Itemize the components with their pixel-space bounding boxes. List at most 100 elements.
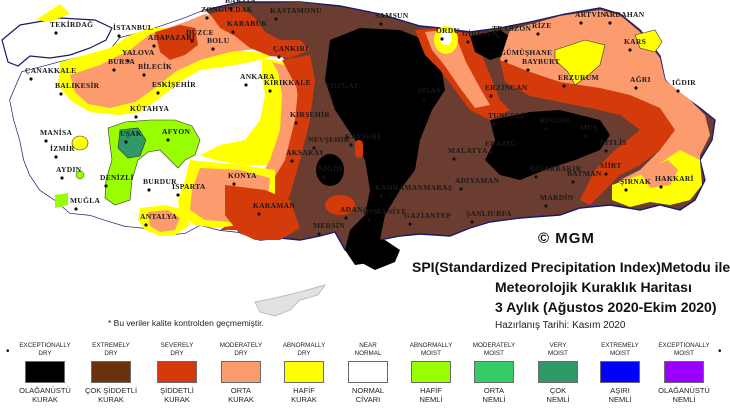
city-label: AFYON bbox=[162, 127, 190, 136]
city-dot bbox=[156, 91, 160, 95]
legend-en-line1: EXTREMELY bbox=[601, 342, 639, 349]
city-dot bbox=[489, 150, 493, 154]
city-dot bbox=[676, 89, 680, 93]
city-dot bbox=[54, 155, 58, 159]
city-label: ARDAHAN bbox=[604, 10, 645, 19]
city-label: BARTIN bbox=[225, 0, 256, 5]
city-marker: ADAPAZARI bbox=[148, 33, 195, 48]
legend-tr-line1: ÇOK ŞİDDETLİ bbox=[84, 386, 138, 395]
city-dot bbox=[379, 194, 383, 198]
city-marker: BURDUR bbox=[143, 177, 177, 192]
city-dot bbox=[176, 193, 180, 197]
city-dot bbox=[470, 220, 474, 224]
city-label: BURSA bbox=[108, 57, 135, 66]
city-dot bbox=[329, 92, 333, 96]
legend-tr-line2: NEMLİ bbox=[672, 395, 696, 404]
city-dot bbox=[274, 17, 278, 21]
legend-en-line2: MOIST bbox=[421, 350, 441, 357]
city-dot bbox=[211, 47, 215, 51]
city-label: SİVAS bbox=[418, 85, 441, 95]
city-marker: ŞIRNAK bbox=[620, 177, 651, 192]
legend-tr-line1: NORMAL bbox=[351, 386, 385, 395]
city-dot bbox=[489, 94, 493, 98]
city-label: ZONGULDAK bbox=[201, 5, 253, 14]
map-regions bbox=[1, 1, 716, 270]
city-dot bbox=[144, 223, 148, 227]
city-dot bbox=[584, 134, 588, 138]
city-marker: TRABZON bbox=[492, 24, 531, 39]
city-marker: ŞANLIURFA bbox=[466, 209, 512, 224]
cyprus-outline bbox=[254, 284, 327, 317]
legend-en-line1: MODERATELY bbox=[219, 342, 263, 349]
city-marker: MERSİN bbox=[313, 220, 345, 236]
city-label: ADANA bbox=[340, 205, 369, 214]
city-dot bbox=[231, 30, 235, 34]
legend-tr-line2: KURAK bbox=[164, 395, 190, 404]
city-dot bbox=[562, 84, 566, 88]
city-marker: OSMANİYE bbox=[363, 206, 406, 222]
city-label: ŞIRNAK bbox=[620, 177, 651, 186]
city-dot bbox=[277, 55, 281, 59]
city-marker: AYDIN bbox=[56, 165, 82, 180]
city-label: ELAZIĞ bbox=[485, 138, 516, 148]
city-label: ÇANKIRI bbox=[273, 44, 308, 53]
city-label: HAKKARİ bbox=[655, 173, 694, 183]
city-label: YOZGAT bbox=[325, 81, 359, 90]
city-dot bbox=[134, 115, 138, 119]
city-label: AKSARAY bbox=[286, 148, 325, 157]
legend-swatch bbox=[348, 361, 388, 383]
city-marker: KÜTAHYA bbox=[130, 104, 169, 119]
city-marker: İSTANBUL bbox=[113, 22, 153, 38]
city-label: AYDIN bbox=[56, 165, 82, 174]
city-label: TRABZON bbox=[492, 24, 531, 33]
city-label: KIRŞEHİR bbox=[290, 109, 330, 119]
legend-tr-line2: NEMLİ bbox=[546, 395, 570, 404]
preparation-date: Hazırlanış Tarihi: Kasım 2020 bbox=[495, 320, 626, 331]
city-dot bbox=[608, 21, 612, 25]
city-marker: UŞAK bbox=[120, 129, 142, 144]
city-label: SAMSUN bbox=[375, 11, 409, 20]
city-label: NİĞDE bbox=[318, 163, 344, 173]
city-marker: RİZE bbox=[532, 20, 551, 36]
city-dot bbox=[117, 34, 121, 38]
city-label: ISPARTA bbox=[172, 182, 206, 191]
city-label: DÜZCE bbox=[186, 28, 214, 37]
quality-control-footnote: * Bu veriler kalite kontrolden geçmemişt… bbox=[108, 318, 264, 328]
legend-tr-line2: NEMLİ bbox=[482, 395, 506, 404]
city-label: ERZİNCAN bbox=[485, 82, 528, 92]
legend-swatch bbox=[91, 361, 131, 383]
city-label: MUŞ bbox=[580, 123, 598, 132]
city-marker: MANİSA bbox=[40, 127, 72, 143]
legend-tr-line2: CİVARI bbox=[355, 395, 381, 404]
city-marker: TUNCELİ bbox=[488, 110, 524, 126]
city-label: UŞAK bbox=[120, 129, 142, 138]
city-dot bbox=[312, 146, 316, 150]
city-dot bbox=[579, 21, 583, 25]
map-title-line3: 3 Aylık (Ağustos 2020-Ekim 2020) bbox=[495, 299, 717, 315]
city-dot bbox=[634, 86, 638, 90]
legend-en-line1: ABNORMALLY bbox=[282, 342, 326, 349]
city-marker: BİTLİS bbox=[600, 137, 627, 153]
city-dot bbox=[74, 207, 78, 211]
city-marker: YOZGAT bbox=[325, 81, 359, 96]
legend-swatch bbox=[600, 361, 640, 383]
city-label: GİRESUN bbox=[462, 28, 499, 38]
legend-en-line2: DRY bbox=[234, 350, 248, 357]
legend-bullet-left: • bbox=[6, 346, 10, 357]
city-dot bbox=[367, 218, 371, 222]
city-marker: İZMİR bbox=[50, 143, 75, 159]
city-marker: ÇANKIRI bbox=[273, 44, 308, 59]
city-marker: IĞDIR bbox=[672, 77, 696, 93]
city-dot bbox=[526, 68, 530, 72]
city-label: ŞANLIURFA bbox=[466, 209, 512, 218]
legend-item-exceptionally-moist: EXCEPTIONALLY MOIST OLAĞANÜSTÜ NEMLİ bbox=[652, 342, 716, 404]
legend-en-line2: DRY bbox=[38, 350, 52, 357]
map-title-line1: SPI(Standardized Precipitation Index)Met… bbox=[412, 259, 730, 275]
city-marker: ERZURUM bbox=[558, 73, 599, 88]
city-marker: KASTAMONU bbox=[270, 6, 322, 21]
city-label: AĞRI bbox=[630, 74, 651, 84]
city-dot bbox=[544, 127, 548, 131]
city-label: ORDU bbox=[436, 26, 460, 35]
city-dot bbox=[544, 204, 548, 208]
